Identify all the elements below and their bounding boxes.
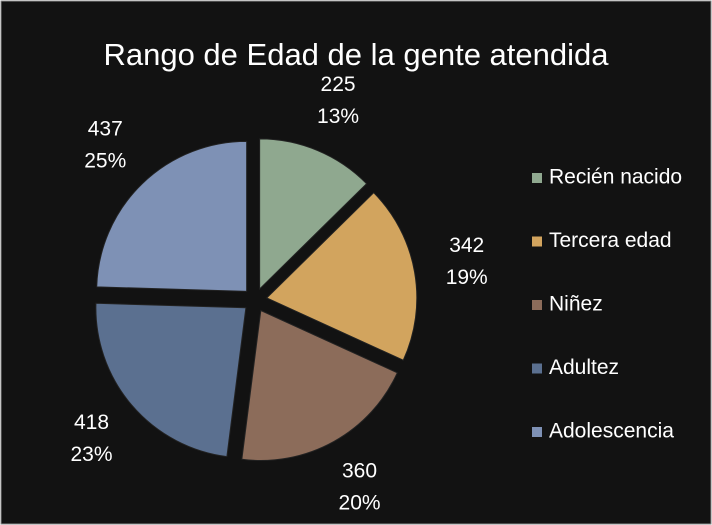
pie-slice: [96, 140, 248, 292]
percent-label: 19%: [446, 266, 488, 289]
legend-swatch: [532, 363, 542, 374]
legend-label: Recién nacido: [549, 166, 682, 189]
data-label: 437: [88, 117, 123, 140]
chart-title: Rango de Edad de la gente atendida: [103, 37, 609, 72]
legend-swatch: [532, 236, 542, 247]
percent-label: 23%: [71, 443, 113, 466]
legend-label: Adolescencia: [549, 420, 674, 443]
percent-label: 13%: [317, 105, 359, 128]
pie-slice: [95, 302, 247, 458]
data-label: 225: [321, 73, 356, 96]
legend-swatch: [532, 427, 542, 437]
percent-label: 25%: [84, 149, 126, 172]
pie-slice: [265, 191, 418, 361]
legend-label: Niñez: [549, 293, 603, 316]
data-label: 418: [74, 411, 109, 434]
legend-swatch: [532, 173, 542, 183]
pie-slice: [241, 309, 398, 461]
percent-label: 20%: [339, 491, 381, 514]
pie-slice: [259, 138, 368, 291]
legend-swatch: [532, 300, 542, 310]
legend-label: Adultez: [549, 356, 619, 379]
data-label: 342: [449, 234, 484, 257]
legend-label: Tercera edad: [549, 229, 672, 252]
data-label: 360: [342, 459, 377, 482]
